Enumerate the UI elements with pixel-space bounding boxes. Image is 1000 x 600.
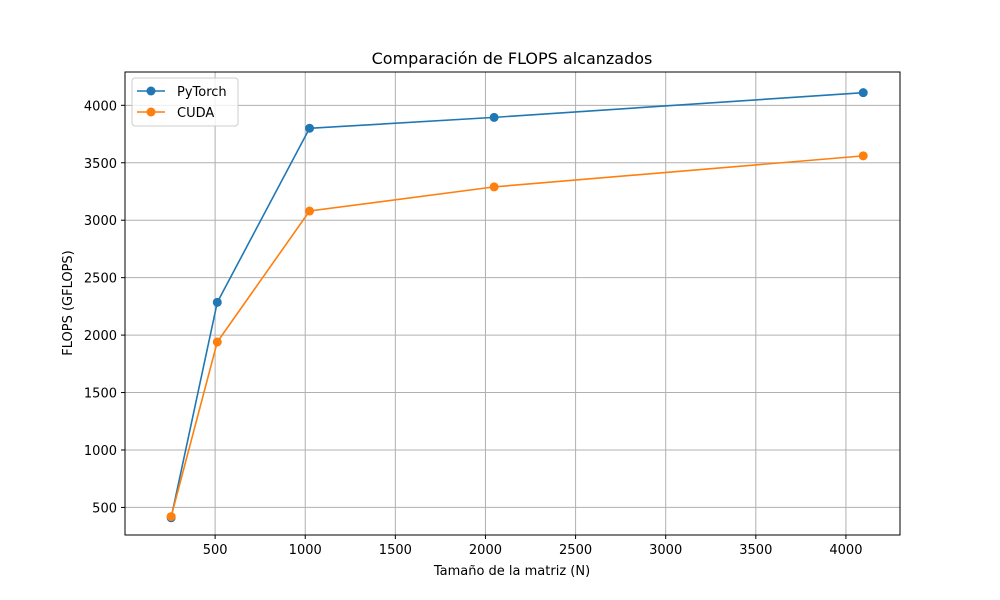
legend: PyTorch CUDA [131, 77, 239, 127]
data-point-cuda [489, 182, 499, 192]
x-tick-label: 4000 [829, 543, 862, 558]
data-point-pytorch [305, 123, 315, 133]
x-tick-label: 500 [203, 543, 228, 558]
data-point-cuda [305, 206, 315, 216]
x-tick-label: 2500 [559, 543, 592, 558]
x-axis: 500 1000 1500 2000 2500 3000 3500 4000 [203, 535, 862, 558]
y-tick-label: 3500 [84, 157, 117, 172]
y-tick-label: 3000 [84, 214, 117, 229]
grid [125, 72, 900, 535]
x-tick-label: 3000 [649, 543, 682, 558]
series-layer [166, 88, 868, 523]
y-tick-label: 1000 [84, 444, 117, 459]
x-axis-label: Tamaño de la matriz (N) [433, 564, 590, 579]
y-tick-label: 2000 [84, 329, 117, 344]
x-tick-label: 2000 [469, 543, 502, 558]
data-point-cuda [858, 151, 868, 161]
data-point-pytorch [858, 88, 868, 98]
y-axis: 500 1000 1500 2000 2500 3000 3500 4000 [84, 99, 125, 516]
data-point-cuda [212, 337, 222, 347]
legend-box [131, 77, 239, 127]
x-tick-label: 1000 [289, 543, 322, 558]
legend-label-pytorch: PyTorch [177, 85, 227, 100]
y-tick-label: 1500 [84, 387, 117, 402]
y-axis-label: FLOPS (GFLOPS) [61, 250, 76, 356]
series-line-pytorch [170, 91, 864, 518]
legend-marker-pytorch [146, 86, 156, 96]
plot-frame [124, 71, 901, 536]
data-point-cuda [166, 512, 176, 522]
x-tick-label: 3500 [739, 543, 772, 558]
chart-title: Comparación de FLOPS alcanzados [372, 49, 653, 68]
legend-marker-cuda [146, 107, 156, 117]
legend-label-cuda: CUDA [177, 106, 214, 121]
data-point-pytorch [212, 297, 222, 307]
y-tick-label: 500 [92, 501, 117, 516]
x-tick-label: 1500 [379, 543, 412, 558]
series-line-cuda [170, 155, 864, 517]
y-tick-label: 2500 [84, 272, 117, 287]
data-point-pytorch [489, 112, 499, 122]
y-tick-label: 4000 [84, 99, 117, 114]
